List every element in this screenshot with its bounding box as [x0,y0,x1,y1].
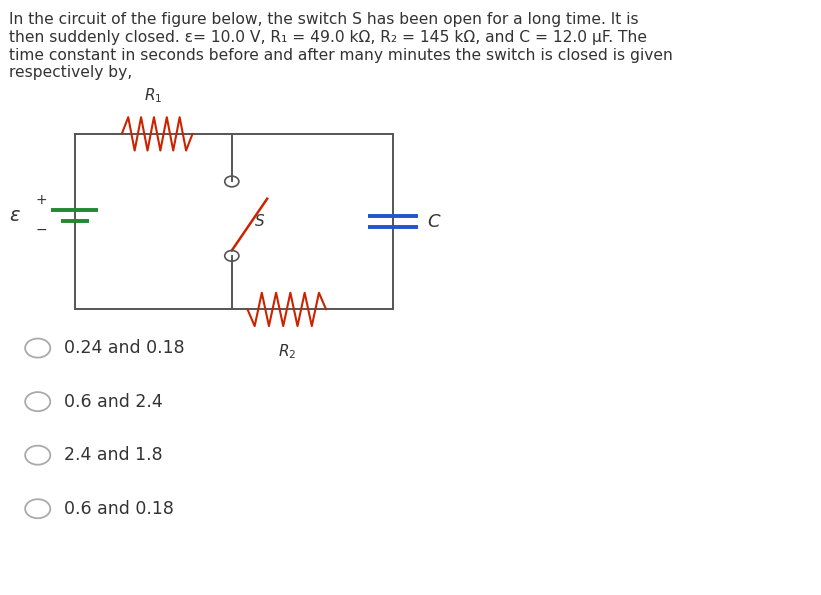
Text: +: + [35,193,47,208]
Text: 0.6 and 0.18: 0.6 and 0.18 [64,500,174,518]
Text: 2.4 and 1.8: 2.4 and 1.8 [64,446,163,464]
Text: 0.24 and 0.18: 0.24 and 0.18 [64,339,185,357]
Text: In the circuit of the figure below, the switch S has been open for a long time. : In the circuit of the figure below, the … [9,12,639,27]
Text: S: S [255,214,265,229]
Text: ε: ε [9,206,20,225]
Text: C: C [428,212,440,231]
Text: $R_2$: $R_2$ [277,342,296,361]
Text: 0.6 and 2.4: 0.6 and 2.4 [64,393,163,411]
Text: time constant in seconds before and after many minutes the switch is closed is g: time constant in seconds before and afte… [9,48,673,62]
Text: $R_1$: $R_1$ [144,87,163,105]
Text: then suddenly closed. ε= 10.0 V, R₁ = 49.0 kΩ, R₂ = 145 kΩ, and C = 12.0 μF. The: then suddenly closed. ε= 10.0 V, R₁ = 49… [9,30,648,45]
Text: −: − [35,223,47,237]
Text: respectively by,: respectively by, [9,65,133,80]
